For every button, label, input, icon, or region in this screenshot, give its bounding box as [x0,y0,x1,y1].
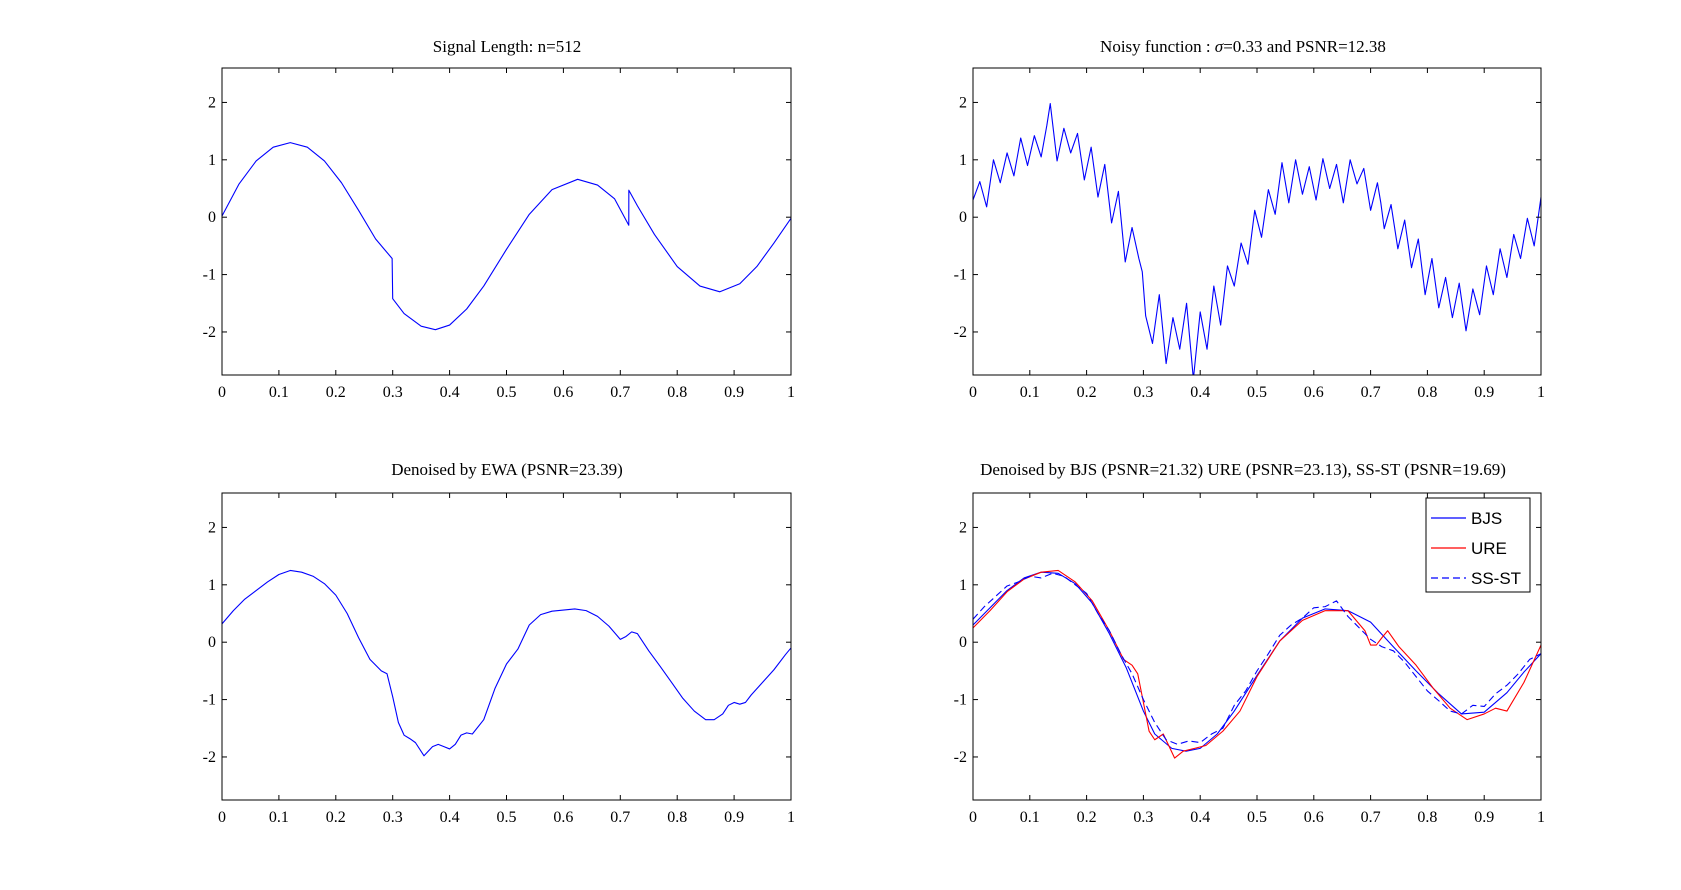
x-tick-label: 0 [218,809,226,826]
panel-3-title: Denoised by EWA (PSNR=23.39) [391,460,623,479]
series-line-1 [222,569,791,757]
series-line-ss-st [973,572,1541,745]
series-line-bjs [973,571,1541,752]
x-tick-label: 0.6 [1304,809,1324,826]
series-line-1 [222,142,791,331]
x-tick-label: 0 [969,384,977,401]
y-tick-label: 2 [208,94,216,111]
x-tick-label: 1 [1537,384,1545,401]
x-tick-label: 0.3 [383,384,403,401]
legend: BJS URE SS-ST [1425,497,1531,593]
legend-label-ss-st: SS-ST [1471,569,1521,588]
panel-2-title: Noisy function : σ=0.33 and PSNR=12.38 [1100,37,1386,56]
panel-4-plot: 0 0.1 0.2 0.3 0.4 0.5 0.6 0.7 0.8 0.9 1 -2 -1 0 1 2 [954,492,1545,826]
x-tick-label: 0.1 [269,809,289,826]
panel-1-title: Signal Length: n=512 [433,37,581,56]
y-tick-label: 0 [208,634,216,651]
y-tick-label: 1 [959,152,967,169]
panel-3-series [222,569,791,757]
panel-1: Signal Length: n=512 0 0.1 0.2 0.3 0.4 0.5 0.6… [203,37,795,401]
x-tick-label: 0.6 [1304,384,1324,401]
x-tick-label: 0.5 [1247,809,1267,826]
legend-label-ure: URE [1471,539,1507,558]
x-tick-label: 0.8 [1417,809,1437,826]
y-tick-label: -1 [954,692,967,709]
panel-4-title: Denoised by BJS (PSNR=21.32) URE (PSNR=2… [980,460,1506,479]
y-tick-label: -1 [203,267,216,284]
panel-2-plot: 0 0.1 0.2 0.3 0.4 0.5 0.6 0.7 0.8 0.9 1 -2 -1 0 1 2 [954,67,1545,401]
x-tick-label: 0.4 [440,384,460,401]
x-tick-label: 0.1 [1020,809,1040,826]
x-tick-label: 1 [1537,809,1545,826]
x-tick-label: 0.7 [1361,384,1381,401]
x-tick-label: 0.6 [553,809,573,826]
panel-2-title-suffix: =0.33 and PSNR=12.38 [1223,37,1386,56]
x-tick-label: 0.4 [1190,384,1210,401]
x-tick-label: 0.7 [1361,809,1381,826]
x-tick-label: 0.8 [667,809,687,826]
panel-4: Denoised by BJS (PSNR=21.32) URE (PSNR=2… [954,460,1545,826]
x-tick-label: 0.9 [724,384,744,401]
x-tick-label: 0.1 [269,384,289,401]
panel-2: Noisy function : σ=0.33 and PSNR=12.38 0… [954,37,1545,401]
x-tick-label: 0.3 [1133,809,1153,826]
y-tick-label: -2 [203,324,216,341]
y-tick-label: 2 [208,519,216,536]
y-tick-label: -2 [203,749,216,766]
x-tick-label: 0.9 [1474,809,1494,826]
x-tick-label: 0 [969,809,977,826]
panel-3: Denoised by EWA (PSNR=23.39) 0 0.1 0.2 0.3 0… [203,460,795,826]
y-tick-label: 1 [959,577,967,594]
panel-3-plot: 0 0.1 0.2 0.3 0.4 0.5 0.6 0.7 0.8 0.9 1 -2 -1 0 1 2 [203,492,795,826]
y-tick-label: -1 [954,267,967,284]
x-tick-label: 0.3 [383,809,403,826]
x-tick-label: 0 [218,384,226,401]
y-tick-label: 1 [208,152,216,169]
x-tick-label: 0.8 [667,384,687,401]
x-tick-label: 0.7 [610,384,630,401]
x-tick-label: 0.3 [1133,384,1153,401]
x-tick-label: 0.2 [326,384,346,401]
panel-2-title-prefix: Noisy function : [1100,37,1215,56]
panel-1-series [222,142,791,331]
y-tick-label: -2 [954,749,967,766]
series-line-ure [973,569,1541,759]
panel-2-series [973,103,1541,375]
x-tick-label: 0.2 [326,809,346,826]
x-tick-label: 0.2 [1077,809,1097,826]
x-tick-label: 0.9 [1474,384,1494,401]
panel-1-plot: 0 0.1 0.2 0.3 0.4 0.5 0.6 0.7 0.8 0.9 1 -2 -1 0 1 2 [203,67,795,401]
x-tick-label: 0.5 [1247,384,1267,401]
panel-2-title-sigma: σ [1215,37,1224,56]
y-tick-label: 1 [208,577,216,594]
panel-4-series [973,569,1541,759]
y-tick-label: 2 [959,519,967,536]
x-tick-label: 0.5 [497,809,517,826]
x-tick-label: 0.9 [724,809,744,826]
y-tick-label: -2 [954,324,967,341]
series-line-1 [973,103,1541,375]
legend-box [1425,497,1531,593]
x-tick-label: 0.4 [1190,809,1210,826]
x-tick-label: 0.2 [1077,384,1097,401]
x-tick-label: 0.5 [497,384,517,401]
x-tick-label: 0.4 [440,809,460,826]
x-tick-label: 0.1 [1020,384,1040,401]
x-tick-label: 1 [787,809,795,826]
x-tick-label: 0.8 [1417,384,1437,401]
y-tick-label: 2 [959,94,967,111]
y-tick-label: 0 [959,209,967,226]
x-tick-label: 0.7 [610,809,630,826]
y-tick-label: 0 [959,634,967,651]
x-tick-label: 0.6 [553,384,573,401]
legend-label-bjs: BJS [1471,509,1502,528]
y-tick-label: -1 [203,692,216,709]
x-tick-label: 1 [787,384,795,401]
y-tick-label: 0 [208,209,216,226]
